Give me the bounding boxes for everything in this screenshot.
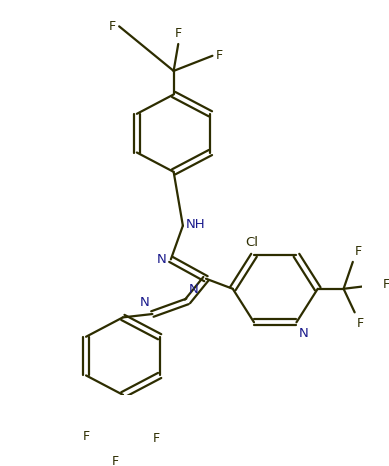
Text: F: F — [382, 278, 389, 291]
Text: N: N — [140, 296, 150, 309]
Text: F: F — [108, 20, 116, 33]
Text: N: N — [298, 327, 308, 340]
Text: NH: NH — [186, 218, 205, 231]
Text: F: F — [152, 432, 159, 445]
Text: F: F — [175, 27, 182, 40]
Text: N: N — [188, 283, 198, 296]
Text: F: F — [356, 316, 364, 329]
Text: F: F — [216, 49, 223, 62]
Text: Cl: Cl — [245, 235, 259, 248]
Text: F: F — [82, 430, 89, 443]
Text: N: N — [156, 253, 166, 266]
Text: F: F — [355, 245, 362, 258]
Text: F: F — [112, 455, 119, 466]
